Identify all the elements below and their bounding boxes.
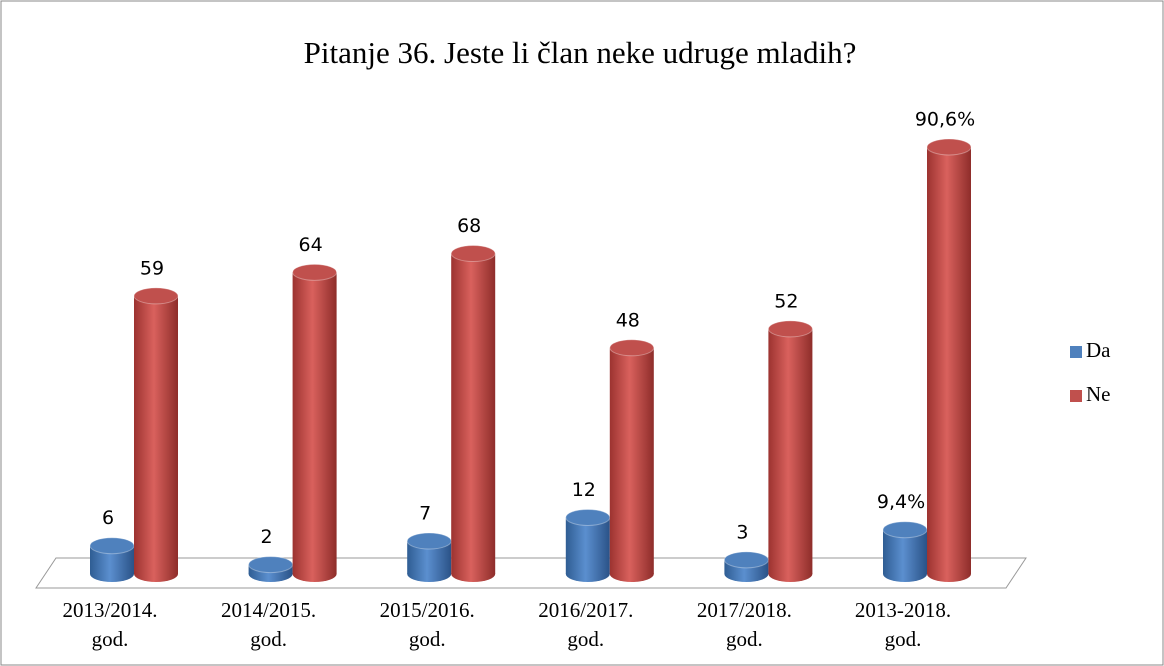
data-label: 90,6% [915,109,975,131]
x-tick-line: 2013-2018. [855,598,951,622]
x-tick-label: 2013/2014. god. [62,598,157,651]
x-tick-label: 2013-2018. god. [855,598,951,651]
data-label: 64 [299,234,323,256]
legend-swatch [1070,346,1082,358]
data-label: 52 [774,290,798,312]
bar [292,272,337,574]
data-label: 3 [736,521,748,543]
legend-swatch [1070,390,1082,402]
legend-label: Da [1086,338,1111,362]
data-label: 2 [261,526,273,548]
bar-top [609,339,655,357]
bar-top [292,263,338,281]
x-tick-line: 2013/2014. [62,598,157,622]
bar-top [767,320,813,338]
bar-top [882,521,928,539]
bar [134,295,178,574]
data-label: 68 [457,215,481,237]
x-tick-label: 2016/2017. god. [538,598,633,651]
x-tick-line: god. [885,627,922,651]
bar [609,347,654,574]
bar-top [248,556,294,574]
data-label: 6 [102,507,114,529]
x-tick-label: 2017/2018. god. [697,598,792,651]
bar-top [133,287,179,305]
bar-top [89,537,135,555]
bar [451,253,496,574]
x-tick-line: 2016/2017. [538,598,633,622]
x-tick-label: 2015/2016. god. [380,598,475,651]
x-tick-line: god. [92,627,129,651]
data-label: 7 [419,503,431,525]
bar [768,328,813,574]
bar [927,147,971,574]
x-tick-line: 2017/2018. [697,598,792,622]
bar-top [926,138,972,156]
x-tick-line: god. [567,627,604,651]
bar-top [723,551,769,569]
data-label: 9,4% [877,491,925,513]
x-tick-line: 2015/2016. [380,598,475,622]
chart-title: Pitanje 36. Jeste li član neke udruge ml… [304,35,857,70]
legend-label: Ne [1086,382,1111,406]
x-tick-label: 2014/2015. god. [221,598,316,651]
bar-top [565,508,611,526]
x-tick-line: god. [409,627,446,651]
x-tick-line: 2014/2015. [221,598,316,622]
data-label: 12 [572,479,596,501]
bar-top [406,532,452,550]
bar-top [450,245,496,263]
x-tick-line: god. [250,627,287,651]
bar [565,517,610,574]
data-label: 48 [616,309,640,331]
x-tick-line: god. [726,627,763,651]
floor [35,557,1027,589]
data-label: 59 [140,257,164,279]
